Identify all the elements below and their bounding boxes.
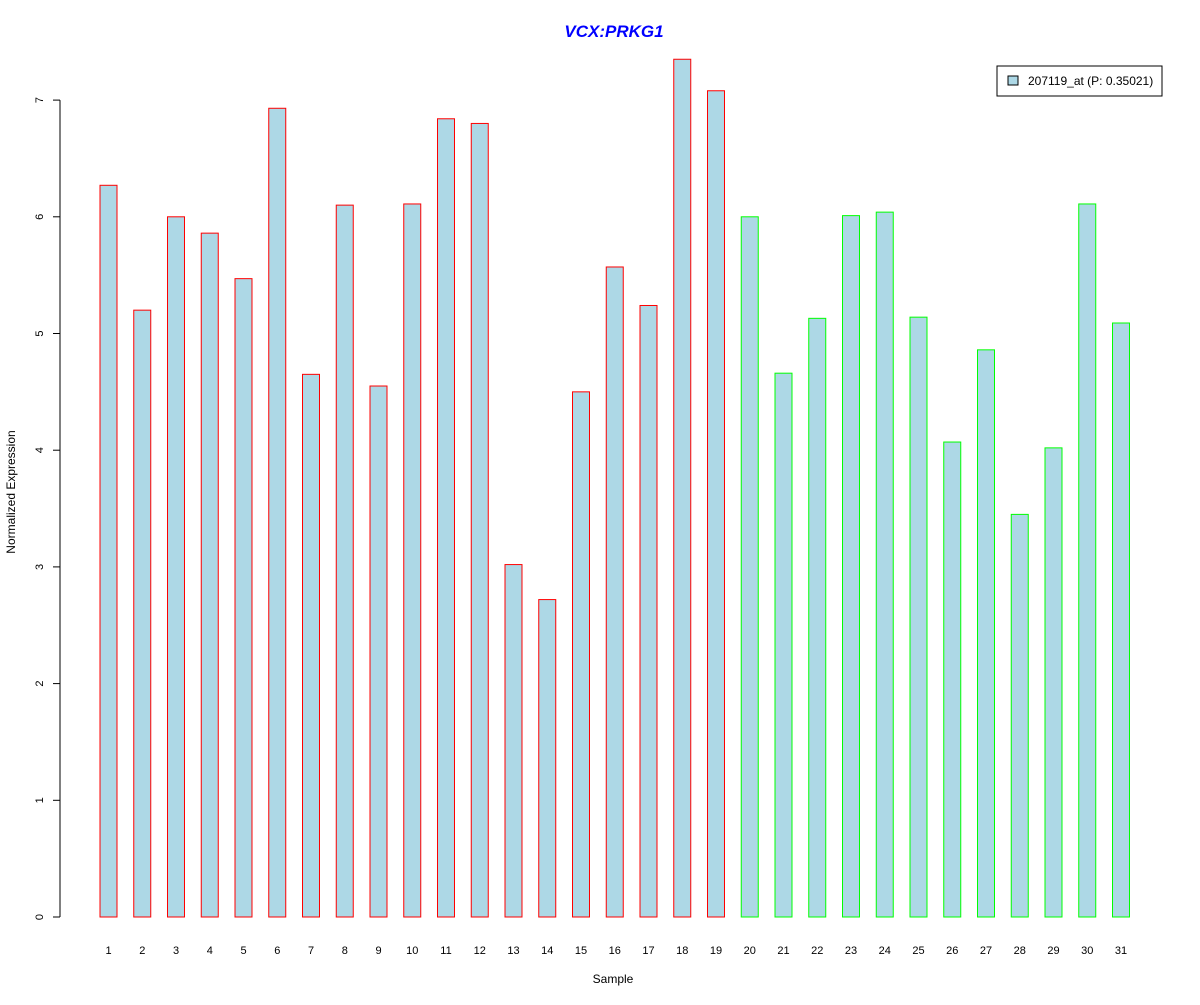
y-tick-label: 4 <box>34 447 46 453</box>
x-tick-label: 13 <box>507 945 519 957</box>
x-tick-label: 18 <box>676 945 688 957</box>
x-tick-label: 30 <box>1081 945 1093 957</box>
bar-sample-14 <box>538 599 557 918</box>
y-axis-label: Normalized Expression <box>4 430 18 553</box>
bar-sample-24 <box>875 211 894 918</box>
y-tick-label: 7 <box>34 97 46 103</box>
x-tick-label: 12 <box>474 945 486 957</box>
x-tick-label: 29 <box>1047 945 1059 957</box>
bar-sample-25 <box>909 316 928 918</box>
y-tick-label: 3 <box>34 564 46 570</box>
y-tick-label: 2 <box>34 681 46 687</box>
bar-sample-16 <box>605 266 624 918</box>
bar-sample-27 <box>977 349 995 918</box>
x-tick-label: 15 <box>575 945 587 957</box>
bar-sample-21 <box>774 372 793 918</box>
chart-title: VCX:PRKG1 <box>564 22 663 41</box>
x-tick-label: 10 <box>406 945 418 957</box>
x-tick-label: 7 <box>308 945 314 957</box>
bar-sample-3 <box>167 216 185 918</box>
x-tick-label: 1 <box>105 945 111 957</box>
bar-sample-9 <box>369 385 388 918</box>
bar-sample-15 <box>572 391 590 918</box>
x-tick-label: 11 <box>440 945 451 957</box>
bar-sample-30 <box>1078 203 1097 918</box>
x-tick-label: 24 <box>879 945 891 957</box>
x-tick-label: 2 <box>139 945 145 957</box>
y-tick-label: 6 <box>34 214 46 220</box>
bar-sample-1 <box>99 184 118 918</box>
x-tick-label: 21 <box>777 945 789 957</box>
x-tick-label: 27 <box>980 945 992 957</box>
legend-box <box>996 65 1163 97</box>
bar-sample-8 <box>335 204 354 918</box>
bar-sample-11 <box>437 118 455 918</box>
x-tick-label: 25 <box>912 945 924 957</box>
x-tick-label: 17 <box>642 945 654 957</box>
y-axis: 0 1 2 3 4 5 6 7 <box>34 97 61 920</box>
bar-sample-26 <box>943 441 962 918</box>
bar-sample-7 <box>302 373 320 918</box>
bar-sample-5 <box>234 278 253 918</box>
y-tick-label: 0 <box>34 914 46 920</box>
x-tick-labels: 1 2 3 4 5 6 7 8 9 10 11 12 13 14 15 16 17 18 19 20 21 22 23 24 2… <box>105 945 1127 957</box>
x-tick-label: 22 <box>811 945 823 957</box>
bars-group <box>99 58 1130 918</box>
x-tick-label: 28 <box>1014 945 1026 957</box>
x-tick-label: 5 <box>240 945 246 957</box>
x-axis-label: Sample <box>593 972 634 986</box>
legend: 207119_at (P: 0.35021) <box>996 65 1163 97</box>
x-tick-label: 14 <box>541 945 553 957</box>
x-tick-label: 19 <box>710 945 722 957</box>
bar-sample-29 <box>1044 447 1063 918</box>
x-tick-label: 6 <box>274 945 280 957</box>
x-tick-label: 9 <box>375 945 381 957</box>
bar-sample-4 <box>200 232 219 918</box>
bar-sample-18 <box>673 58 692 918</box>
x-tick-label: 20 <box>744 945 756 957</box>
x-tick-label: 16 <box>609 945 621 957</box>
x-tick-label: 26 <box>946 945 958 957</box>
bar-sample-28 <box>1010 513 1029 918</box>
x-tick-label: 3 <box>173 945 179 957</box>
bar-sample-10 <box>403 203 422 918</box>
x-tick-label: 23 <box>845 945 857 957</box>
bar-sample-2 <box>133 309 152 918</box>
y-tick-label: 1 <box>34 797 46 803</box>
bar-sample-20 <box>740 216 759 918</box>
bar-sample-13 <box>504 564 523 918</box>
bar-sample-12 <box>470 122 489 918</box>
bar-sample-23 <box>842 215 860 918</box>
bar-sample-6 <box>268 107 287 918</box>
bar-sample-17 <box>639 304 658 918</box>
x-tick-label: 31 <box>1115 945 1127 957</box>
x-tick-label: 8 <box>342 945 348 957</box>
x-tick-label: 4 <box>207 945 213 957</box>
bar-sample-19 <box>707 90 725 918</box>
legend-swatch <box>1007 75 1019 86</box>
bar-sample-22 <box>808 317 827 918</box>
legend-label: 207119_at (P: 0.35021) <box>1028 74 1153 88</box>
y-tick-label: 5 <box>34 330 46 336</box>
bar-sample-31 <box>1112 322 1130 918</box>
